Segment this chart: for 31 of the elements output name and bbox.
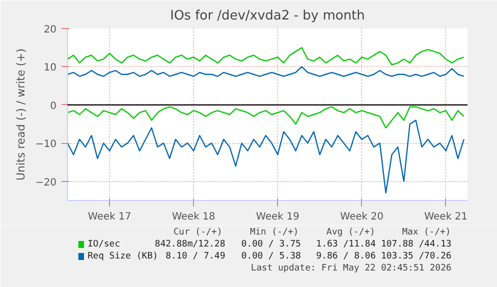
x-tick-label: Week 21 <box>424 212 468 222</box>
line-series <box>68 106 464 128</box>
y-tick-label: 0 <box>50 100 57 112</box>
text: 1.63 /11.84 <box>316 240 376 250</box>
text: 107.88 /44.13 <box>380 240 452 250</box>
chart-title: IOs for /dev/xvda2 - by month <box>170 8 365 24</box>
text: 0.00 / 3.75 <box>241 240 301 250</box>
text: 0.00 / 5.38 <box>241 252 301 262</box>
y-tick-label: −20 <box>35 177 57 188</box>
x-tick-label: Week 19 <box>256 212 300 222</box>
y-tick-label: 20 <box>44 24 57 36</box>
text: 103.35 /70.26 <box>380 252 452 262</box>
line-series <box>68 47 464 66</box>
y-tick-label: −10 <box>35 139 57 150</box>
legend-label: Req Size (KB) <box>88 252 158 262</box>
x-tick-label: Week 20 <box>340 212 384 222</box>
text: Last update: Fri May 22 02:45:51 2026 <box>250 264 452 274</box>
line-series <box>68 120 464 194</box>
y-tick-label: 10 <box>44 62 57 74</box>
x-tick-label: Week 18 <box>172 212 216 222</box>
y-axis-title: Units read (-) / write (+) <box>14 48 28 181</box>
legend-label: IO/sec <box>88 240 120 250</box>
text: Max (-/+) <box>402 228 451 238</box>
text: Avg (-/+) <box>326 228 376 238</box>
text: 842.88m/12.28 <box>154 240 226 250</box>
line-series <box>68 66 464 77</box>
text: 9.86 / 8.06 <box>316 252 376 262</box>
x-tick-label: Week 17 <box>88 212 132 222</box>
text: Cur (-/+) <box>174 228 222 238</box>
text: Min (-/+) <box>250 228 299 238</box>
text: 8.10 / 7.49 <box>166 252 226 262</box>
